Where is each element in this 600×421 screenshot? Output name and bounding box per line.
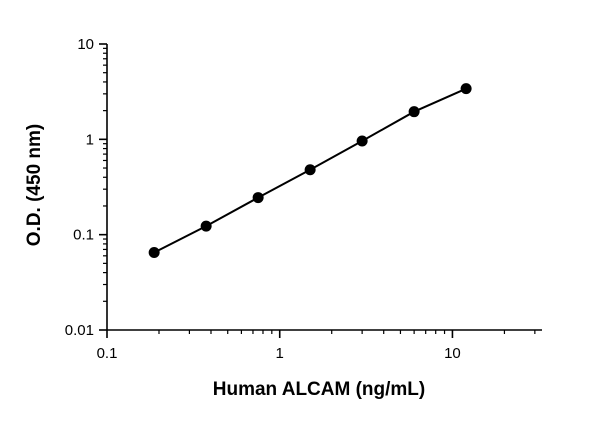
- y-tick-label: 0.01: [65, 322, 94, 339]
- data-point: [408, 106, 420, 118]
- data-point: [460, 83, 472, 95]
- x-tick-label: 0.1: [97, 345, 118, 362]
- x-tick-label: 10: [444, 345, 461, 362]
- y-tick-label: 10: [77, 36, 94, 53]
- ticks: [99, 43, 536, 338]
- data-point: [304, 164, 316, 176]
- x-tick-label: 1: [276, 345, 284, 362]
- data-point: [356, 135, 368, 147]
- series: [148, 83, 472, 259]
- data-point: [200, 220, 212, 232]
- y-tick-label: 0.1: [73, 227, 94, 244]
- axes: [106, 44, 542, 331]
- data-point: [148, 247, 160, 259]
- x-axis-title: Human ALCAM (ng/mL): [213, 379, 426, 400]
- data-point: [252, 192, 264, 204]
- y-tick-label: 1: [86, 131, 94, 148]
- y-axis-title: O.D. (450 nm): [24, 124, 45, 246]
